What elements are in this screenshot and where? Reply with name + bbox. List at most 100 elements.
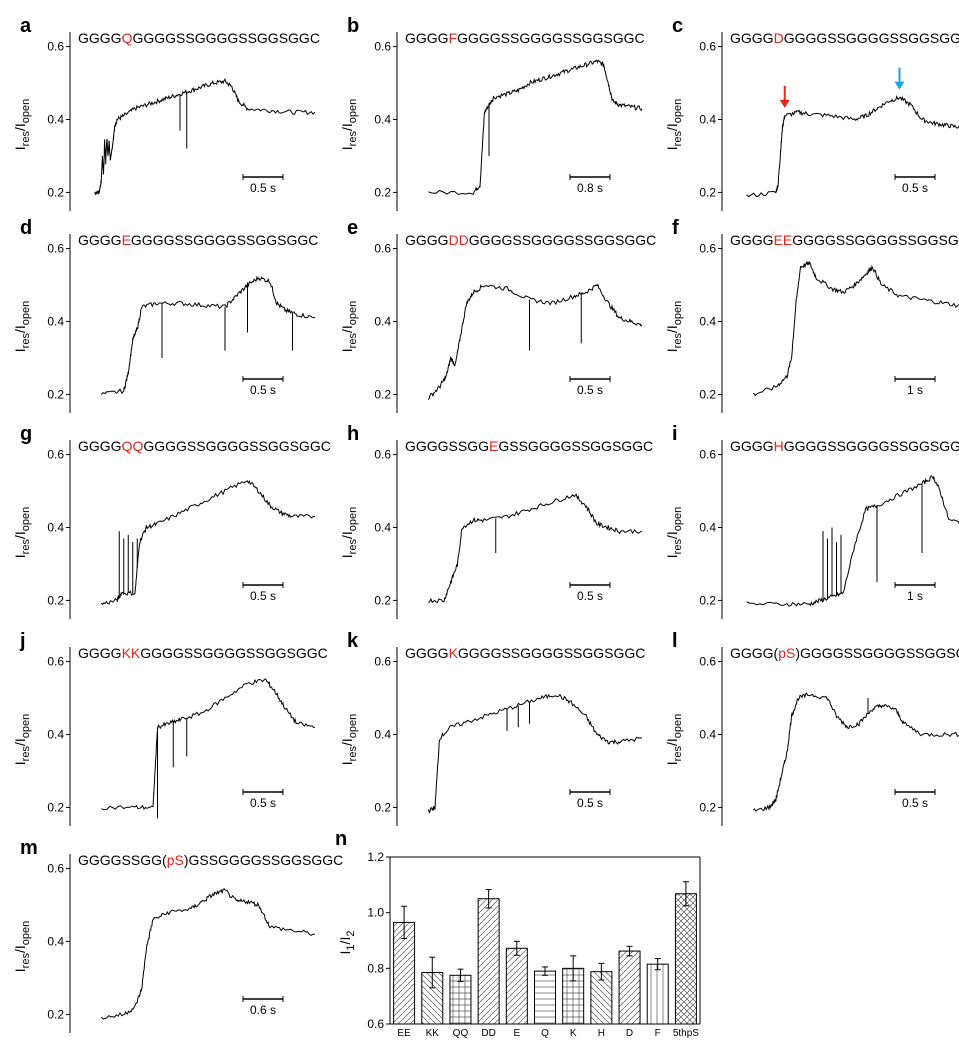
scale-bar-label: 0.5 s: [577, 796, 603, 810]
sequence-part: GGGGSSGGGGSSGGSGGC: [457, 30, 644, 46]
current-trace: [101, 678, 316, 811]
panel-j: j GGGGKKGGGGSSGGGGSSGGSGGC 0.2 0.4 0.6 Ires/I…: [12, 630, 328, 826]
x-tick-label: KK: [426, 1028, 440, 1039]
y-tick-label: 0.6: [699, 242, 716, 256]
sequence-part: GGGG: [78, 30, 122, 46]
ylab-sub: res: [20, 953, 32, 969]
y-tick-label: 0.4: [374, 728, 391, 742]
y-axis-label: Ires/Iopen: [12, 507, 32, 558]
mutation-residue: E: [489, 438, 498, 454]
sequence-label: GGGGKKGGGGSSGGGGSSGGSGGC: [78, 645, 328, 661]
panel-e: e GGGGDDGGGGSSGGGGSSGGSGGC 0.2 0.4 0.6 Ires/I…: [339, 217, 656, 413]
ylab-sub: open: [672, 99, 684, 123]
ylab-part: /I: [664, 738, 680, 746]
ylab-sub: open: [20, 921, 32, 945]
y-tick-label: 0.2: [47, 1007, 64, 1021]
x-tick-label: D: [626, 1028, 633, 1039]
panel-a: a GGGGQGGGGSSGGGGSSGGSGGC 0.2 0.4 0.6 Ires/Io…: [12, 15, 320, 211]
x-tick-label: DD: [481, 1028, 495, 1039]
ylab-sub: res: [672, 131, 684, 147]
ylab-sub: res: [347, 131, 359, 147]
y-axis-label: Ires/Iopen: [664, 99, 684, 150]
y-tick-label: 0.4: [699, 521, 716, 535]
panel-label: j: [19, 630, 26, 652]
sequence-label: GGGGEGGGGSSGGGGSSGGSGGC: [78, 232, 318, 248]
ylab-part: I: [339, 554, 355, 558]
ylab-sub: res: [20, 131, 32, 147]
ylab-part: I: [12, 554, 28, 558]
ylab-sub: res: [672, 746, 684, 762]
scale-bar-label: 0.5 s: [250, 796, 276, 810]
sequence-part: GGGGSSGG(: [78, 852, 167, 868]
y-tick-label: 0.6: [47, 40, 64, 54]
ylab-part: /I: [12, 531, 28, 539]
sequence-part: GGGG: [730, 438, 774, 454]
current-trace: [752, 261, 959, 397]
ylab-part: I: [664, 761, 680, 765]
y-tick-label: 0.2: [47, 185, 64, 199]
panel-k: k GGGGKGGGGSSGGGGSSGGSGGC 0.2 0.4 0.6 Ires/Io…: [339, 630, 645, 826]
current-trace: [100, 887, 315, 1020]
y-tick-label: 0.4: [374, 315, 391, 329]
sequence-label: GGGGDGGGGSSGGGGSSGGSGGC: [730, 30, 959, 46]
sequence-label: GGGGFGGGGSSGGGGSSGGSGGC: [405, 30, 645, 46]
sequence-part: GGGGSSGGGGSSGGSGGC: [143, 438, 330, 454]
scale-bar-label: 0.5 s: [902, 796, 928, 810]
y-tick-label: 0.4: [47, 935, 64, 949]
scale-bar-label: 0.6 s: [250, 1003, 276, 1017]
ylab-part: I: [664, 348, 680, 352]
sequence-part: GGGGSSGGGGSSGGSGGC: [784, 30, 959, 46]
panel-label: i: [672, 423, 678, 445]
y-tick-label: 0.4: [374, 521, 391, 535]
y-tick-label: 0.2: [47, 800, 64, 814]
y-tick-label: 0.4: [699, 728, 716, 742]
ylab-part: /I: [12, 123, 28, 131]
panel-label: n: [335, 828, 347, 850]
ylab-part: /I: [339, 531, 355, 539]
y-axis-label: Ires/Iopen: [12, 99, 32, 150]
y-axis-label: Ires/Iopen: [339, 99, 359, 150]
ylab-sub: open: [347, 99, 359, 123]
mutation-residue: DD: [449, 232, 469, 248]
scale-bar-label: 1 s: [907, 589, 923, 603]
y-tick-label: 0.6: [699, 448, 716, 462]
panel-n: n 0.6 0.8 1.0 1.2 I1/I2 EE KK QQ DD E Q K H D F 5thpS: [335, 828, 701, 1039]
sequence-part: GGGG: [78, 645, 122, 661]
sequence-part: GGGG: [730, 232, 774, 248]
scale-bar-label: 1 s: [907, 383, 923, 397]
y-tick-label: 0.2: [699, 800, 716, 814]
bar: [505, 947, 528, 1025]
mutation-residue: EE: [774, 232, 793, 248]
sequence-label: GGGGHGGGGSSGGGGSSGGSGGC: [730, 438, 959, 454]
sequence-label: GGGGEEGGGGSSGGGGSSGGSGGC: [730, 232, 959, 248]
ylab-part: I: [12, 348, 28, 352]
sequence-part: GGGG(: [730, 645, 779, 661]
panel-label: c: [672, 15, 683, 37]
current-trace: [427, 693, 643, 814]
panel-i: i GGGGHGGGGSSGGGGSSGGSGGC 0.2 0.4 0.6 Ires/Io…: [664, 423, 959, 619]
y-tick-label: 0.6: [367, 1017, 384, 1031]
ylab-part: I: [664, 146, 680, 150]
scale-bar-label: 0.5 s: [250, 589, 276, 603]
y-tick-label: 0.6: [374, 40, 391, 54]
current-trace: [100, 275, 316, 395]
sequence-part: GGGGSSGGGGSSGGSGGC: [469, 232, 656, 248]
y-axis-label: Ires/Iopen: [339, 714, 359, 765]
x-tick-label: H: [598, 1028, 605, 1039]
ylab-part: I: [12, 968, 28, 972]
ylab-sub: res: [672, 333, 684, 349]
ylab-sub: open: [672, 714, 684, 738]
y-tick-label: 0.2: [699, 593, 716, 607]
panel-l: l GGGG(pS)GGGGSSGGGGSSGGSGGC 0.2 0.4 0.6 Ires…: [664, 630, 959, 826]
mutation-residue: K: [449, 645, 459, 661]
ylab-sub: res: [347, 539, 359, 555]
panel-label: a: [20, 15, 32, 37]
y-axis-label: Ires/Iopen: [339, 301, 359, 352]
current-trace: [427, 283, 643, 401]
bar: [449, 974, 472, 1025]
panel-f: f GGGGEEGGGGSSGGGGSSGGSGGC 0.2 0.4 0.6 Ires/I…: [664, 217, 959, 413]
x-tick-label: EE: [397, 1028, 411, 1039]
y-tick-label: 0.2: [374, 387, 391, 401]
scale-bar-label: 0.5 s: [250, 383, 276, 397]
